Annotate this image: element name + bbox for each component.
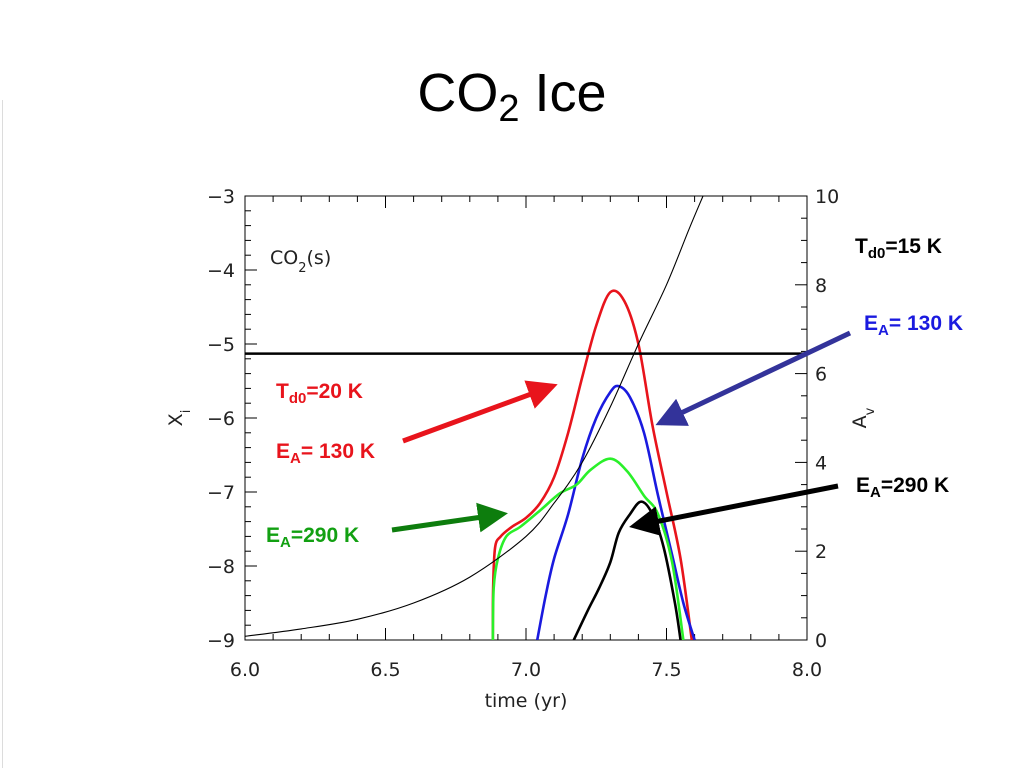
annotation-td0-15-rest: =15 K	[885, 235, 942, 258]
panel-label-sub: 2	[298, 261, 306, 276]
annotation-td0-15-sub: d0	[867, 245, 886, 262]
title-rest: Ice	[519, 63, 607, 123]
x-tick-label: 6.5	[370, 659, 400, 681]
annotation-td0-20-main: T	[276, 380, 289, 403]
title-main: CO	[417, 63, 499, 123]
slide-edge-divider	[2, 100, 3, 768]
left-tick-label: −5	[207, 334, 235, 356]
annotation-ea-130-blue: EA= 130 K	[864, 312, 963, 339]
panel-label-main: CO	[270, 247, 298, 269]
annotation-td0-20-sub: d0	[288, 390, 307, 407]
series-line-black-4	[245, 196, 704, 637]
panel-label-rest: (s)	[307, 247, 332, 269]
right-axis-label: Av	[849, 407, 878, 428]
title-subscript: 2	[498, 88, 520, 130]
right-axis-label-main: A	[849, 415, 871, 428]
annotation-ea-290-black-sub: A	[870, 484, 881, 501]
annotation-td0-15-main: T	[855, 235, 868, 258]
right-tick-label: 2	[815, 541, 827, 563]
left-tick-label: −7	[207, 482, 235, 504]
x-tick-label: 7.0	[511, 659, 541, 681]
annotation-ea-130-red-main: E	[276, 440, 291, 463]
left-tick-label: −6	[207, 408, 235, 430]
slide-title: CO2 Ice	[0, 62, 1024, 131]
annotation-td0-20: Td0=20 K	[276, 380, 363, 407]
left-axis-label-sub: i	[179, 410, 194, 414]
series-line-red-0	[491, 289, 694, 640]
x-tick-label: 6.0	[230, 659, 260, 681]
annotation-ea-130-blue-main: E	[864, 312, 879, 335]
annotation-ea-290-green-rest: =290 K	[290, 524, 360, 547]
x-tick-label: 7.5	[651, 659, 681, 681]
right-tick-label: 6	[815, 364, 827, 386]
right-tick-label: 4	[815, 452, 827, 474]
left-axis-label-main: X	[165, 413, 187, 426]
annotation-ea-290-black-main: E	[856, 474, 871, 497]
annotation-td0-20-rest: =20 K	[306, 380, 363, 403]
annotation-ea-290-black-rest: =290 K	[880, 474, 950, 497]
annotation-td0-15: Td0=15 K	[855, 235, 942, 262]
panel-label: CO2(s)	[270, 247, 331, 276]
left-axis-label: Xi	[165, 410, 194, 427]
arrow-black	[629, 483, 839, 536]
annotation-ea-290-green-main: E	[266, 524, 281, 547]
annotation-ea-130-blue-rest: = 130 K	[888, 312, 963, 335]
left-tick-label: −9	[207, 630, 235, 652]
x-axis-label: time (yr)	[485, 690, 568, 712]
right-tick-label: 0	[815, 630, 827, 652]
left-tick-label: −8	[207, 556, 235, 578]
series-line-blue-1	[535, 384, 696, 640]
left-tick-label: −3	[207, 186, 235, 208]
right-axis-label-sub: v	[863, 407, 878, 415]
annotation-ea-130-blue-sub: A	[878, 322, 889, 339]
x-tick-label: 8.0	[792, 659, 822, 681]
arrow-green	[391, 502, 508, 533]
left-tick-label: −4	[207, 260, 235, 282]
annotation-ea-290-green-sub: A	[280, 534, 291, 551]
annotation-ea-130-red-rest: = 130 K	[300, 440, 375, 463]
right-tick-label: 10	[815, 186, 839, 208]
annotation-ea-290-green: EA=290 K	[266, 524, 359, 551]
arrow-blue	[655, 330, 852, 426]
right-tick-label: 8	[815, 275, 827, 297]
annotation-ea-130-red-sub: A	[290, 450, 301, 467]
annotation-ea-130-red: EA= 130 K	[276, 440, 375, 467]
arrow-red	[402, 380, 558, 444]
annotation-ea-290-black: EA=290 K	[856, 474, 949, 501]
